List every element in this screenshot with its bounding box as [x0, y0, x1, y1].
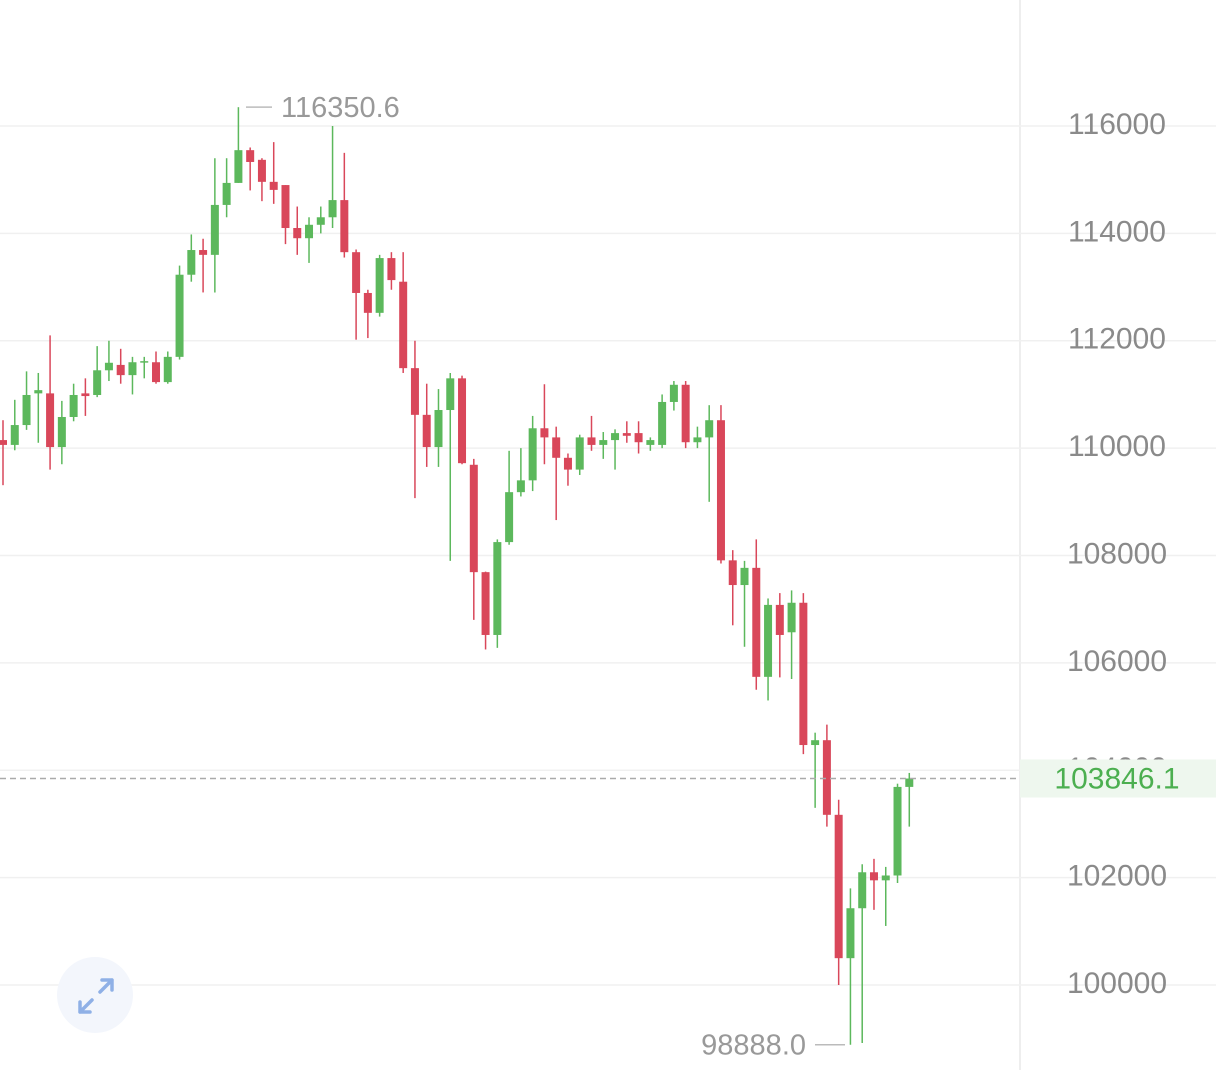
candle-body: [516, 480, 525, 493]
candle-body: [799, 602, 808, 746]
candle-body: [822, 740, 831, 815]
candle-body: [775, 604, 784, 635]
candle-body: [446, 378, 455, 411]
max-marker-label: 116350.6: [281, 92, 400, 124]
y-tick-label: 108000: [1067, 537, 1167, 570]
candle-body: [152, 362, 161, 383]
expand-bg: [57, 957, 133, 1033]
candle-body: [340, 200, 349, 253]
candle-body: [34, 390, 43, 394]
candle-body: [622, 433, 631, 436]
y-tick-label: 112000: [1068, 323, 1166, 356]
candle-body: [481, 572, 490, 635]
candle-body: [46, 393, 55, 448]
candle-body: [811, 740, 820, 746]
last-price-bg: [1020, 759, 1216, 798]
candle-body: [257, 159, 266, 182]
last-price-label: 103846.1: [1054, 762, 1179, 795]
candle-body: [116, 364, 125, 376]
candle-body: [199, 250, 208, 255]
candle-body: [328, 200, 337, 218]
candle-body: [69, 394, 78, 417]
y-tick-label: 106000: [1067, 645, 1167, 678]
candle-body: [93, 370, 102, 395]
expand-icon: [78, 978, 114, 1014]
candle-body: [293, 228, 302, 239]
candle-body: [352, 252, 361, 293]
candle-body: [104, 362, 113, 371]
candle-body: [363, 292, 372, 313]
candle-body: [469, 464, 478, 573]
candle-body: [434, 410, 443, 448]
candle-body: [281, 185, 290, 229]
candle-body: [410, 368, 419, 415]
candle-body: [163, 356, 172, 383]
candle-body: [505, 492, 514, 543]
candle-body: [187, 250, 196, 275]
candle-body: [210, 204, 219, 255]
candle-body: [764, 604, 773, 677]
candle-body: [140, 361, 149, 363]
candle-body: [893, 786, 902, 876]
candle-body: [740, 567, 749, 586]
candle-body: [575, 437, 584, 470]
candle-body: [881, 875, 890, 881]
candle-body: [528, 428, 537, 481]
candle-body: [563, 457, 572, 470]
candle-body: [752, 567, 761, 677]
candle-body: [552, 437, 561, 458]
candle-body: [375, 258, 384, 313]
candle-body: [246, 150, 255, 162]
candle-body: [316, 217, 325, 225]
y-tick-label: 100000: [1067, 967, 1167, 1000]
candle-body: [458, 378, 467, 464]
candle-body: [305, 224, 314, 239]
candle-body: [905, 778, 914, 787]
candle-body: [646, 440, 655, 445]
candle-body: [716, 420, 725, 561]
min-marker-label: 98888.0: [701, 1029, 806, 1061]
y-tick-label: 102000: [1067, 860, 1167, 893]
candle-body: [587, 437, 596, 445]
candle-body: [834, 814, 843, 959]
candle-body: [658, 401, 667, 445]
candle-body: [222, 182, 231, 205]
expand-button[interactable]: [57, 957, 133, 1033]
candle-body: [422, 414, 431, 448]
candle-body: [234, 150, 243, 183]
y-tick-label: 110000: [1068, 430, 1166, 463]
candle-body: [728, 560, 737, 586]
candle-body: [493, 542, 502, 635]
candle-body: [599, 440, 608, 445]
y-tick-label: 116000: [1068, 108, 1166, 141]
candle-body: [669, 384, 678, 402]
candle-body: [787, 602, 796, 633]
candle-body: [57, 416, 66, 448]
candle-body: [175, 274, 184, 357]
candle-body: [705, 420, 714, 438]
candle-body: [693, 437, 702, 443]
candle-body: [540, 428, 549, 438]
candle-body: [22, 394, 31, 426]
candle-body: [269, 181, 278, 190]
candle-body: [10, 425, 19, 445]
candle-body: [681, 384, 690, 443]
y-tick-label: 114000: [1068, 215, 1166, 248]
candle-body: [128, 362, 137, 376]
candle-body: [81, 393, 90, 397]
candle-body: [858, 872, 867, 909]
candle-body: [399, 281, 408, 369]
candle-body: [634, 433, 643, 443]
candle-body: [869, 872, 878, 881]
candle-body: [846, 908, 855, 959]
candle-body: [611, 433, 620, 441]
candle-body: [0, 440, 7, 445]
candle-body: [387, 258, 396, 281]
